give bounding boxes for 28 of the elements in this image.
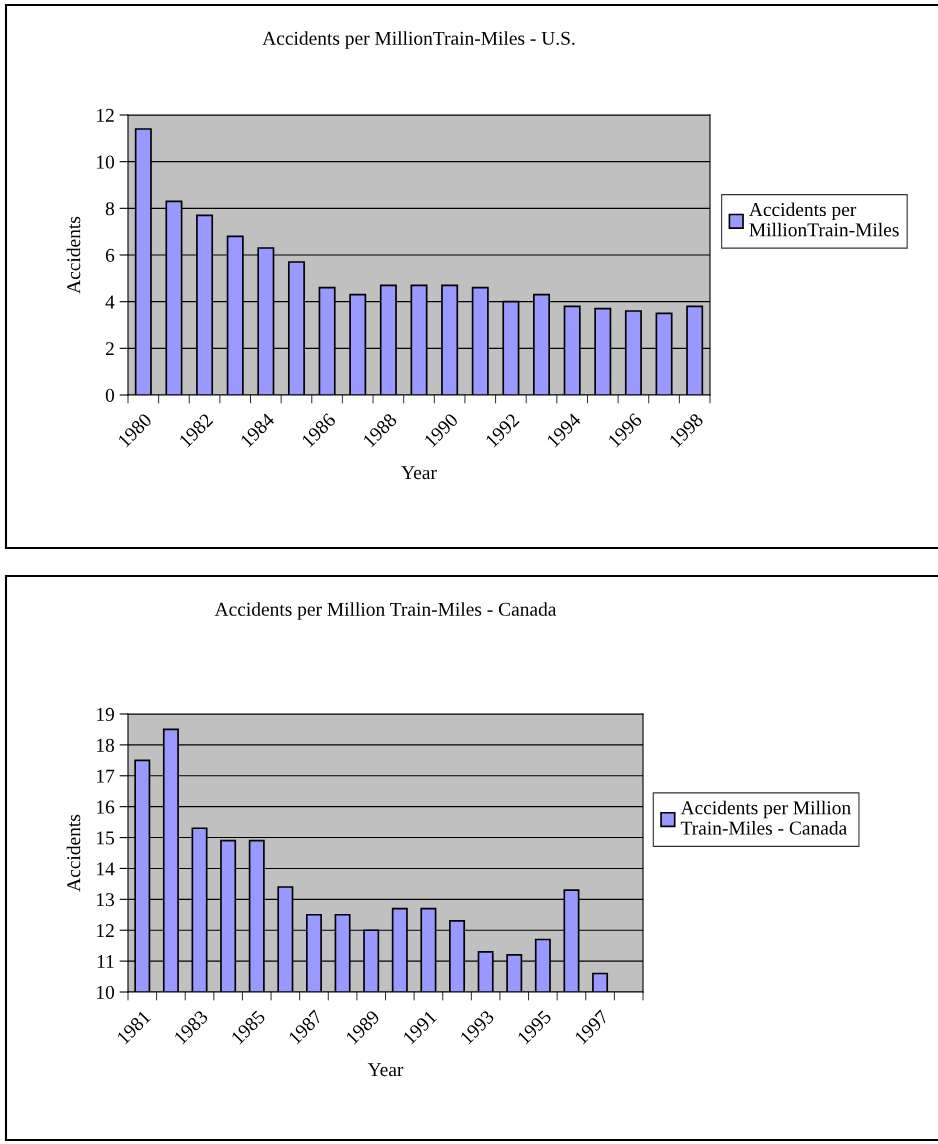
y-tick-label: 0 [105, 388, 115, 402]
legend-label: Accidents per Million Train-Miles - Canada [680, 800, 851, 835]
y-tick-label: 16 [97, 800, 115, 814]
y-tick-label: 19 [97, 707, 115, 721]
y-tick-label: 14 [97, 862, 115, 876]
y-tick-label: 11 [97, 955, 114, 968]
x-axis-title: Year [367, 1063, 404, 1077]
x-tick-label: 1981 [116, 1009, 152, 1045]
y-tick-label: 17 [97, 769, 115, 783]
y-tick-label: 12 [97, 108, 114, 122]
chart-title: Accidents per MillionTrain-Miles - U.S. [262, 31, 575, 49]
y-axis-title: Accidents [66, 814, 81, 892]
y-tick-label: 6 [105, 248, 115, 262]
y-tick-label: 12 [97, 924, 114, 937]
y-axis-title: Accidents [66, 216, 81, 294]
y-tick-label: 4 [105, 295, 115, 309]
y-tick-label: 10 [97, 985, 115, 999]
y-tick-label: 18 [97, 738, 115, 752]
legend-label: Accidents per MillionTrain-Miles [749, 202, 899, 237]
y-tick-label: 10 [97, 155, 115, 169]
x-axis-title: Year [401, 466, 437, 480]
y-tick-label: 8 [105, 202, 115, 216]
y-tick-label: 15 [97, 831, 115, 845]
chart-title: Accidents per Million Train-Miles - Canada [214, 602, 557, 620]
x-tick-label: 1991 [402, 1009, 438, 1045]
x-tick-label: 1998 [668, 412, 704, 448]
y-tick-label: 2 [105, 342, 114, 356]
y-tick-label: 13 [97, 893, 115, 907]
